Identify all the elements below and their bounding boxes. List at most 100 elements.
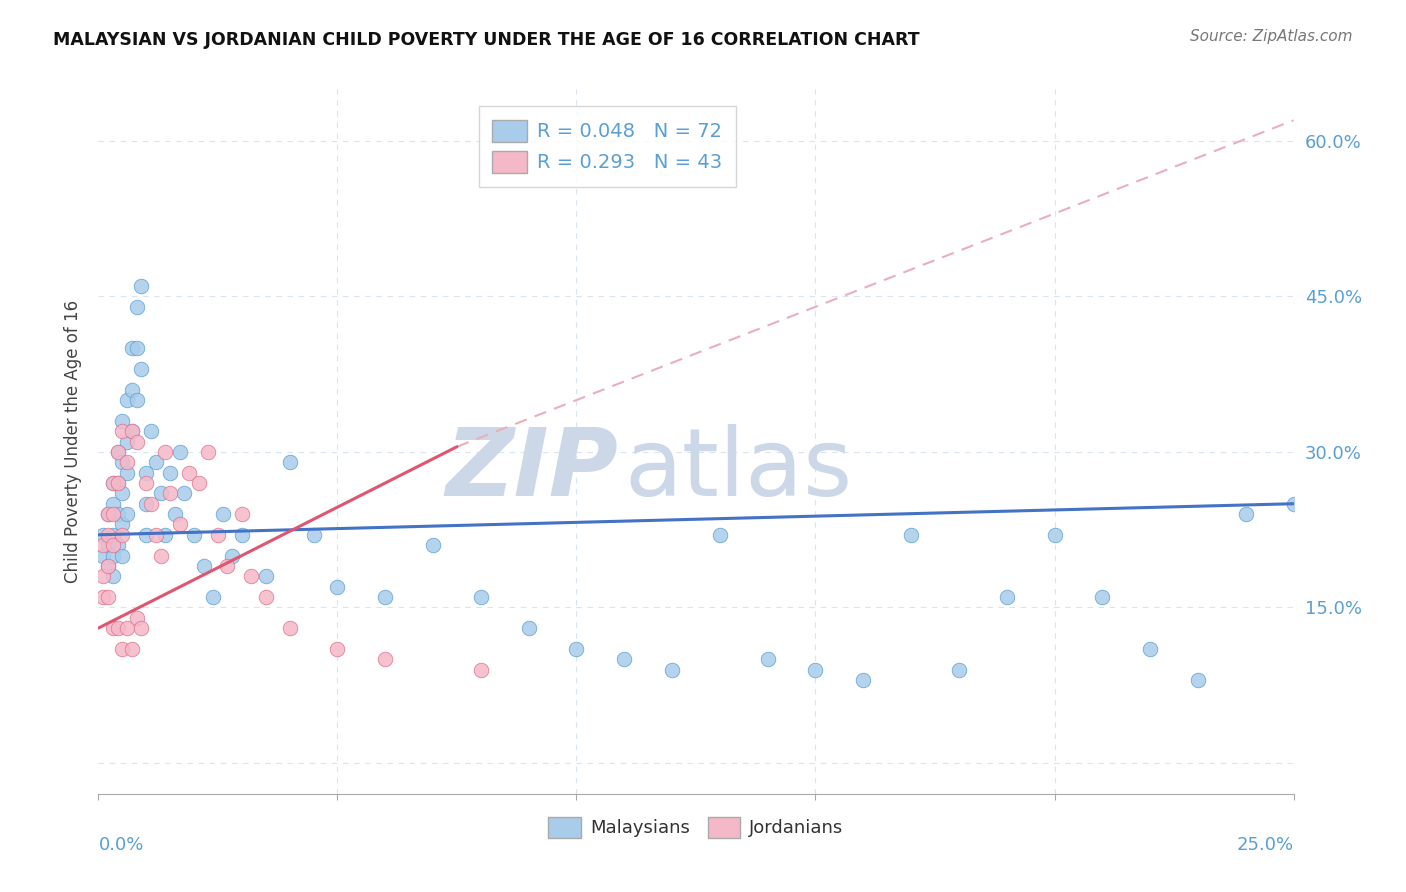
Point [125, 611, 148, 625]
Point [661, 663, 683, 677]
Text: Source: ZipAtlas.com: Source: ZipAtlas.com [1189, 29, 1353, 44]
Point [326, 580, 349, 594]
Point [115, 621, 138, 635]
Point [254, 569, 277, 583]
Text: ZIP: ZIP [446, 424, 619, 516]
Point [101, 621, 124, 635]
Point [1282, 497, 1305, 511]
Point [107, 445, 129, 459]
Point [97, 558, 120, 573]
Point [1139, 641, 1161, 656]
Point [470, 663, 492, 677]
Point [97, 590, 120, 604]
Point [565, 641, 588, 656]
Point [111, 517, 134, 532]
Point [111, 455, 134, 469]
Point [131, 279, 153, 293]
Point [101, 549, 124, 563]
Point [217, 558, 239, 573]
Point [107, 538, 129, 552]
Point [900, 528, 922, 542]
Point [131, 621, 153, 635]
Point [121, 341, 143, 355]
Point [254, 590, 277, 604]
Point [193, 558, 215, 573]
Point [91, 528, 114, 542]
Point [121, 424, 143, 438]
Text: 25.0%: 25.0% [1236, 836, 1294, 855]
Point [159, 466, 181, 480]
Point [145, 528, 167, 542]
Point [169, 445, 191, 459]
Point [221, 549, 243, 563]
Point [207, 528, 229, 542]
Point [97, 507, 120, 521]
Point [135, 475, 157, 490]
Point [91, 538, 114, 552]
Point [1043, 528, 1066, 542]
Text: 0.0%: 0.0% [98, 836, 143, 855]
Point [111, 549, 134, 563]
Point [278, 621, 301, 635]
Point [131, 362, 153, 376]
Point [231, 528, 253, 542]
Point [97, 558, 120, 573]
Point [91, 569, 114, 583]
Point [709, 528, 731, 542]
Point [107, 475, 129, 490]
Point [139, 497, 162, 511]
Point [107, 475, 129, 490]
Point [159, 486, 181, 500]
Point [115, 466, 138, 480]
Point [852, 673, 875, 687]
Point [302, 528, 325, 542]
Point [135, 497, 157, 511]
Point [278, 455, 301, 469]
Point [101, 507, 124, 521]
Point [115, 455, 138, 469]
Point [169, 517, 191, 532]
Point [149, 549, 172, 563]
Point [111, 641, 134, 656]
Point [97, 507, 120, 521]
Text: atlas: atlas [624, 424, 852, 516]
Point [948, 663, 970, 677]
Point [121, 424, 143, 438]
Point [97, 538, 120, 552]
Point [135, 466, 157, 480]
Point [1234, 507, 1257, 521]
Legend: Malaysians, Jordanians: Malaysians, Jordanians [541, 809, 851, 845]
Point [135, 528, 157, 542]
Point [101, 475, 124, 490]
Point [804, 663, 827, 677]
Point [125, 393, 148, 408]
Point [125, 300, 148, 314]
Point [121, 383, 143, 397]
Point [155, 528, 177, 542]
Point [111, 486, 134, 500]
Point [111, 424, 134, 438]
Point [139, 424, 162, 438]
Point [111, 528, 134, 542]
Point [115, 393, 138, 408]
Point [111, 414, 134, 428]
Point [91, 590, 114, 604]
Point [125, 341, 148, 355]
Point [613, 652, 636, 666]
Point [107, 621, 129, 635]
Point [101, 528, 124, 542]
Point [91, 549, 114, 563]
Point [101, 538, 124, 552]
Point [202, 590, 225, 604]
Point [101, 569, 124, 583]
Point [163, 507, 186, 521]
Y-axis label: Child Poverty Under the Age of 16: Child Poverty Under the Age of 16 [63, 300, 82, 583]
Point [121, 641, 143, 656]
Point [173, 486, 195, 500]
Point [240, 569, 263, 583]
Point [1187, 673, 1209, 687]
Point [97, 528, 120, 542]
Point [422, 538, 444, 552]
Point [179, 466, 201, 480]
Point [231, 507, 253, 521]
